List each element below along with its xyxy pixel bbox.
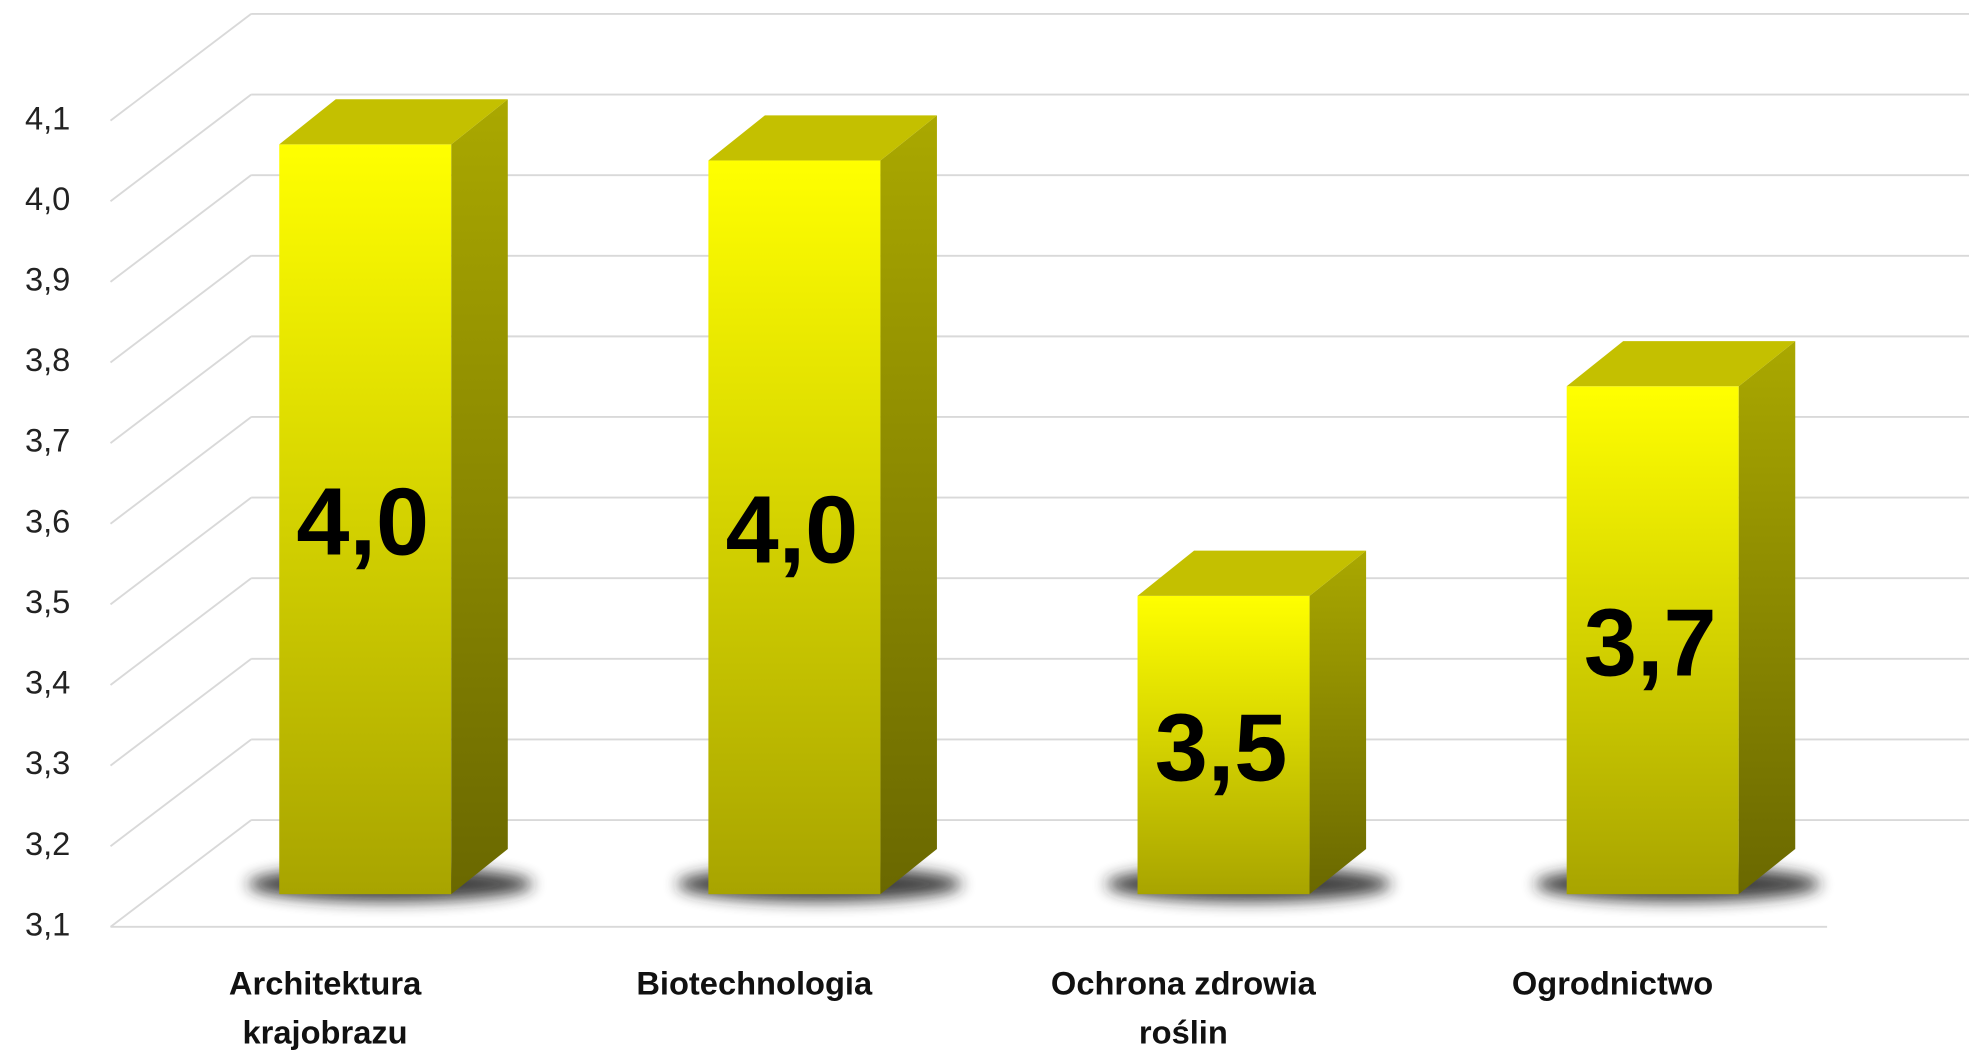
bar-side [451,99,508,895]
bar-side [1738,341,1796,895]
y-tick-label: 4,0 [25,180,70,217]
y-tick-label: 3,9 [25,261,70,298]
grid-line-side [109,496,252,606]
grid-line-side [109,738,252,847]
x-tick-label-box: Biotechnologia [636,964,873,1003]
y-tick-label: 3,5 [25,583,70,620]
y-tick-label: 3,8 [25,341,70,378]
value-label: 4,0 [726,478,859,584]
y-tick-label: 4,1 [25,99,70,136]
bar [1566,386,1739,895]
value-label: 3,7 [1584,590,1717,696]
y-tick-label: 3,3 [25,744,70,781]
y-tick-label: 3,1 [25,905,70,942]
bar [1137,595,1310,895]
value-label: 3,5 [1155,695,1288,801]
y-tick-label: 3,2 [25,825,70,862]
x-tick-label-box: Ogrodnictwo [1511,964,1714,1003]
grid-line-side [109,13,252,122]
grid-line-side [109,577,252,686]
y-tick-label: 3,4 [25,664,70,701]
bar [279,144,452,895]
x-tick-label: Ogrodnictwo [1511,964,1714,1003]
bar-side [880,115,937,895]
x-tick-label: Architektura krajobrazu [228,964,422,1052]
grid-line-side [109,93,252,203]
grid [109,12,1969,928]
grid-line-side [109,819,252,928]
bar-top [708,115,937,161]
bar-side [1309,550,1367,895]
x-tick-label-box: Ochrona zdrowia roślin [1050,964,1316,1052]
y-tick-label: 3,6 [25,502,70,539]
bar [708,160,881,895]
value-label: 4,0 [296,470,429,576]
grid-line-side [109,335,252,444]
x-tick-label: Ochrona zdrowia roślin [1050,964,1316,1052]
grid-line-side [109,416,252,525]
x-tick-label: Biotechnologia [636,964,873,1003]
x-tick-label-box: Architektura krajobrazu [228,964,422,1052]
bar-top [1137,550,1367,596]
bar-top [1566,341,1796,387]
grid-line-side [109,255,252,364]
y-tick-label: 3,7 [25,422,70,459]
grid-line-side [109,658,252,767]
bar-top [279,99,508,145]
grid-line-side [109,174,252,283]
